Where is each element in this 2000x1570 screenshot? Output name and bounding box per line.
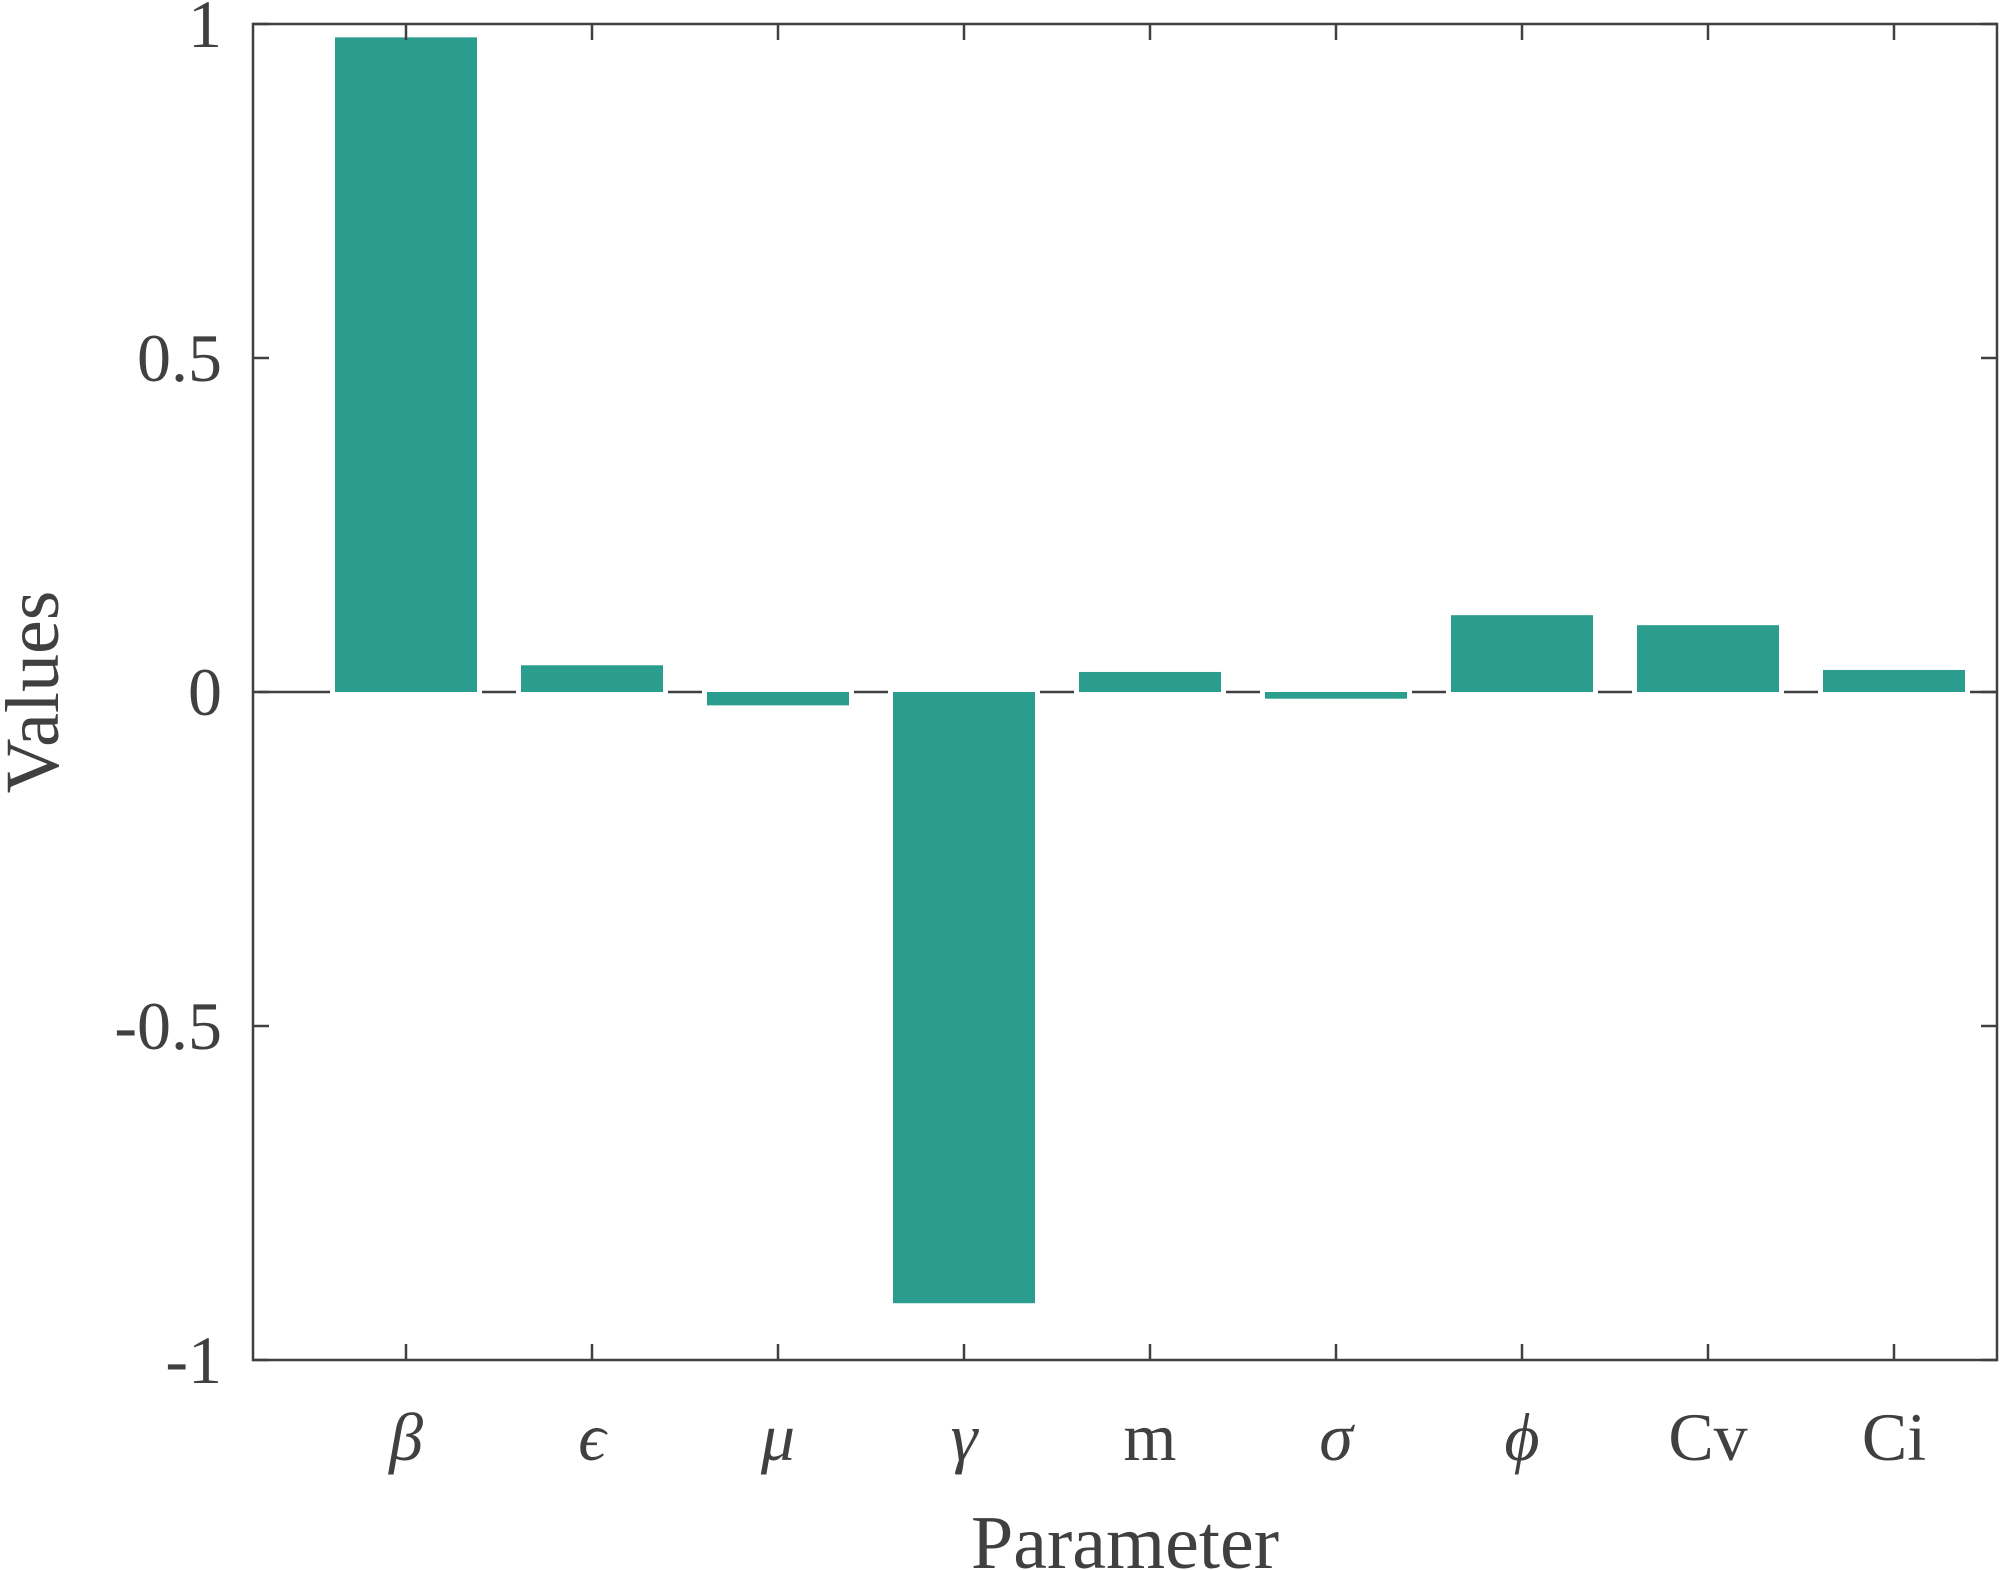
bar-2: [707, 692, 849, 706]
bar-7: [1637, 625, 1779, 692]
x-tick-label: σ: [1319, 1399, 1355, 1475]
x-tick-label: γ: [951, 1399, 980, 1475]
bar-3: [893, 692, 1035, 1304]
bar-1: [521, 665, 663, 692]
x-tick-label: m: [1124, 1399, 1177, 1475]
x-tick-label: ϕ: [1504, 1399, 1539, 1475]
x-tick-label: μ: [760, 1399, 795, 1475]
x-tick-label: Ci: [1862, 1399, 1926, 1475]
y-tick-label: 1: [188, 0, 222, 62]
y-tick-label: -0.5: [114, 988, 222, 1064]
bar-6: [1451, 615, 1593, 692]
bars-group: [335, 37, 1965, 1304]
x-axis: β ϵ μ γ m σ ϕ Cv Ci: [387, 24, 1926, 1475]
y-axis: -1 -0.5 0 0.5 1: [114, 0, 1997, 1398]
bar-8: [1823, 669, 1965, 692]
bar-5: [1265, 692, 1407, 699]
x-tick-label: β: [387, 1399, 423, 1475]
bar-0: [335, 37, 477, 693]
x-tick-label: ϵ: [578, 1399, 608, 1475]
y-tick-label: 0: [188, 654, 222, 730]
bar-4: [1079, 671, 1221, 692]
x-tick-label: Cv: [1668, 1399, 1747, 1475]
x-axis-title: Parameter: [971, 1501, 1279, 1570]
y-axis-title: Values: [0, 591, 75, 794]
y-tick-label: -1: [165, 1322, 222, 1398]
y-tick-label: 0.5: [137, 320, 222, 396]
